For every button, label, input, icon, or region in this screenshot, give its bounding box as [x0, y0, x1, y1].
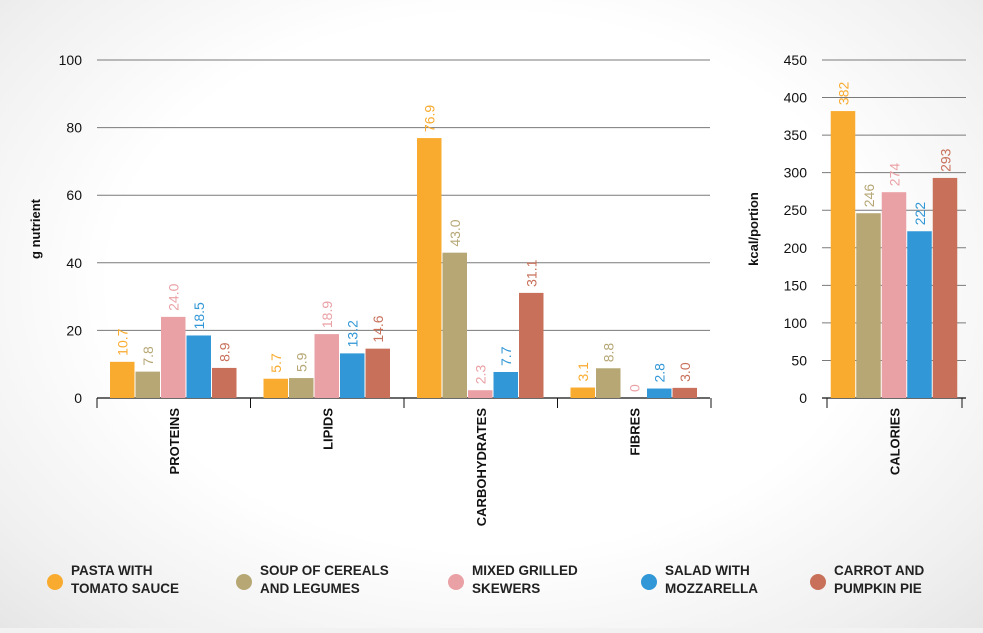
calories-y-tick-label: 50	[791, 352, 807, 368]
data-label-proteins-mixed-grilled-skewers: 24.0	[166, 283, 182, 310]
bar-calories-mixed-grilled-skewers	[881, 192, 907, 398]
legend-label-line2: SKEWERS	[472, 581, 540, 596]
data-label-calories-salad-with-mozzarella: 222	[912, 202, 928, 226]
legend-swatch	[47, 574, 63, 590]
data-label-proteins-carrot-and-pumpkin-pie: 8.9	[217, 342, 233, 362]
bar-proteins-mixed-grilled-skewers	[161, 316, 186, 398]
calories-y-axis-title: kcal/portion	[746, 192, 761, 266]
data-label-carbohydrates-pasta-with-tomato-sauce: 76.9	[422, 105, 438, 132]
nutrients-y-tick-label: 80	[66, 120, 82, 136]
legend-swatch	[810, 574, 826, 590]
bar-calories-soup-of-cereals-and-legumes	[856, 213, 881, 398]
legend-label-line2: MOZZARELLA	[665, 581, 758, 596]
data-label-fibres-pasta-with-tomato-sauce: 3.1	[575, 362, 591, 382]
legend-swatch	[448, 574, 464, 590]
category-label-carbohydrates: CARBOHYDRATES	[474, 408, 489, 527]
legend-item-pasta-with-tomato-sauce: PASTA WITH TOMATO SAUCE	[47, 563, 179, 596]
bar-carbohydrates-mixed-grilled-skewers	[468, 390, 493, 398]
bar-lipids-pasta-with-tomato-sauce	[263, 378, 288, 398]
calories-y-tick-label: 0	[799, 390, 807, 406]
bar-proteins-soup-of-cereals-and-legumes	[135, 371, 160, 398]
legend-label-line2: TOMATO SAUCE	[71, 581, 179, 596]
bar-fibres-carrot-and-pumpkin-pie	[672, 387, 697, 398]
calories-y-tick-label: 450	[784, 52, 808, 68]
legend-label-line2: AND LEGUMES	[260, 581, 360, 596]
bar-fibres-salad-with-mozzarella	[647, 388, 672, 398]
data-label-calories-soup-of-cereals-and-legumes: 246	[861, 184, 877, 208]
bar-calories-salad-with-mozzarella	[907, 231, 932, 398]
bar-carbohydrates-soup-of-cereals-and-legumes	[442, 252, 467, 398]
bar-calories-carrot-and-pumpkin-pie	[932, 177, 958, 398]
nutrients-y-axis-title: g nutrient	[28, 198, 43, 259]
category-label-lipids: LIPIDS	[320, 408, 335, 450]
data-label-calories-carrot-and-pumpkin-pie: 293	[938, 148, 954, 172]
bar-carbohydrates-salad-with-mozzarella	[493, 371, 518, 398]
data-label-proteins-pasta-with-tomato-sauce: 10.7	[115, 328, 131, 355]
legend-item-soup-of-cereals-and-legumes: SOUP OF CEREALS AND LEGUMES	[236, 563, 389, 596]
data-label-lipids-pasta-with-tomato-sauce: 5.7	[268, 353, 284, 373]
data-label-lipids-carrot-and-pumpkin-pie: 14.6	[370, 315, 386, 342]
bar-carbohydrates-pasta-with-tomato-sauce	[417, 138, 442, 398]
legend-label-line2: PUMPKIN PIE	[834, 581, 922, 596]
bar-lipids-carrot-and-pumpkin-pie	[365, 348, 390, 398]
nutrients-y-tick-label: 0	[74, 390, 82, 406]
nutrients-y-tick-label: 100	[59, 52, 83, 68]
legend-item-salad-with-mozzarella: SALAD WITH MOZZARELLA	[641, 563, 758, 596]
calories-y-tick-label: 400	[784, 90, 808, 106]
data-label-lipids-soup-of-cereals-and-legumes: 5.9	[294, 352, 310, 372]
calories-y-tick-label: 250	[784, 202, 808, 218]
bar-proteins-salad-with-mozzarella	[186, 335, 211, 398]
legend-label-line1: CARROT AND	[834, 563, 924, 578]
legend-label-line1: SALAD WITH	[665, 563, 750, 578]
data-label-calories-pasta-with-tomato-sauce: 382	[836, 82, 852, 106]
category-label-calories: CALORIES	[888, 408, 903, 476]
legend-label-line1: PASTA WITH	[71, 563, 153, 578]
data-label-carbohydrates-mixed-grilled-skewers: 2.3	[473, 365, 489, 385]
data-label-carbohydrates-soup-of-cereals-and-legumes: 43.0	[447, 219, 463, 246]
calories-y-tick-label: 100	[784, 315, 808, 331]
data-label-fibres-salad-with-mozzarella: 2.8	[652, 363, 668, 383]
calories-y-tick-label: 150	[784, 277, 808, 293]
legend-label-line1: SOUP OF CEREALS	[260, 563, 389, 578]
data-label-calories-mixed-grilled-skewers: 274	[887, 163, 903, 187]
data-label-lipids-mixed-grilled-skewers: 18.9	[319, 301, 335, 328]
nutrients-y-tick-label: 60	[66, 187, 82, 203]
calories-bar-chart: 0 50 100 150 200 250 300 350 400 450 kcal/portion 3…	[746, 52, 966, 475]
data-label-proteins-salad-with-mozzarella: 18.5	[191, 302, 207, 329]
calories-y-tick-label: 200	[784, 240, 808, 256]
nutrients-y-tick-label: 20	[66, 322, 82, 338]
legend-swatch	[641, 574, 657, 590]
data-label-lipids-salad-with-mozzarella: 13.2	[345, 320, 361, 347]
data-label-fibres-soup-of-cereals-and-legumes: 8.8	[601, 343, 617, 363]
calories-y-tick-label: 300	[784, 165, 808, 181]
data-label-fibres-mixed-grilled-skewers: 0	[626, 384, 642, 392]
data-label-fibres-carrot-and-pumpkin-pie: 3.0	[677, 362, 693, 382]
legend-label-line1: MIXED GRILLED	[472, 563, 578, 578]
legend-swatch	[236, 574, 252, 590]
legend-item-carrot-and-pumpkin-pie: CARROT AND PUMPKIN PIE	[810, 563, 924, 596]
bar-fibres-pasta-with-tomato-sauce	[570, 387, 595, 398]
bar-fibres-soup-of-cereals-and-legumes	[596, 368, 621, 398]
data-label-proteins-soup-of-cereals-and-legumes: 7.8	[140, 346, 156, 366]
category-label-fibres: FIBRES	[627, 408, 642, 456]
bar-proteins-carrot-and-pumpkin-pie	[212, 367, 237, 398]
bar-lipids-soup-of-cereals-and-legumes	[289, 378, 314, 398]
bar-lipids-salad-with-mozzarella	[340, 353, 365, 398]
data-label-carbohydrates-carrot-and-pumpkin-pie: 31.1	[524, 259, 540, 286]
nutrients-bar-chart: 0 20 40 60 80 100 g nutrient 10.7 7.8 24.0 18.5 8.9…	[28, 52, 712, 527]
calories-y-tick-label: 350	[784, 127, 808, 143]
bar-carbohydrates-carrot-and-pumpkin-pie	[519, 292, 544, 398]
nutrients-y-tick-label: 40	[66, 255, 82, 271]
bar-lipids-mixed-grilled-skewers	[314, 334, 339, 398]
bar-calories-pasta-with-tomato-sauce	[830, 111, 856, 398]
legend-item-mixed-grilled-skewers: MIXED GRILLED SKEWERS	[448, 563, 578, 596]
category-label-proteins: PROTEINS	[167, 408, 182, 475]
data-label-carbohydrates-salad-with-mozzarella: 7.7	[498, 346, 514, 366]
bar-proteins-pasta-with-tomato-sauce	[110, 361, 135, 398]
legend: PASTA WITH TOMATO SAUCE SOUP OF CEREALS AND…	[47, 563, 924, 596]
